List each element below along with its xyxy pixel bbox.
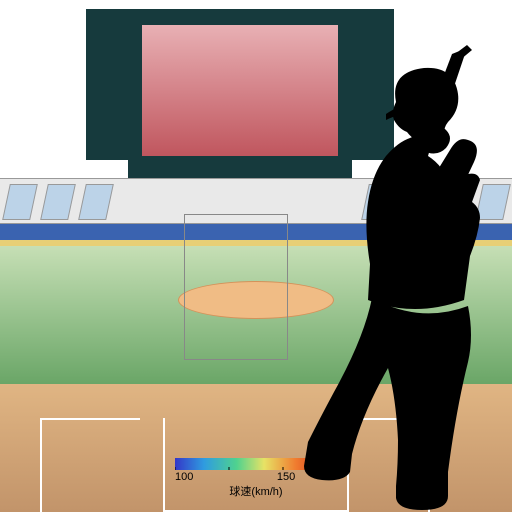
pitch-view-scene: 100 150 球速(km/h) bbox=[0, 0, 512, 512]
stands-window bbox=[2, 184, 38, 220]
stands-window bbox=[40, 184, 76, 220]
batters-box-left bbox=[40, 418, 140, 512]
velocity-tick: 100 bbox=[175, 471, 193, 483]
batter-silhouette bbox=[292, 42, 512, 512]
strike-zone-box bbox=[184, 214, 288, 360]
stands-window bbox=[78, 184, 114, 220]
